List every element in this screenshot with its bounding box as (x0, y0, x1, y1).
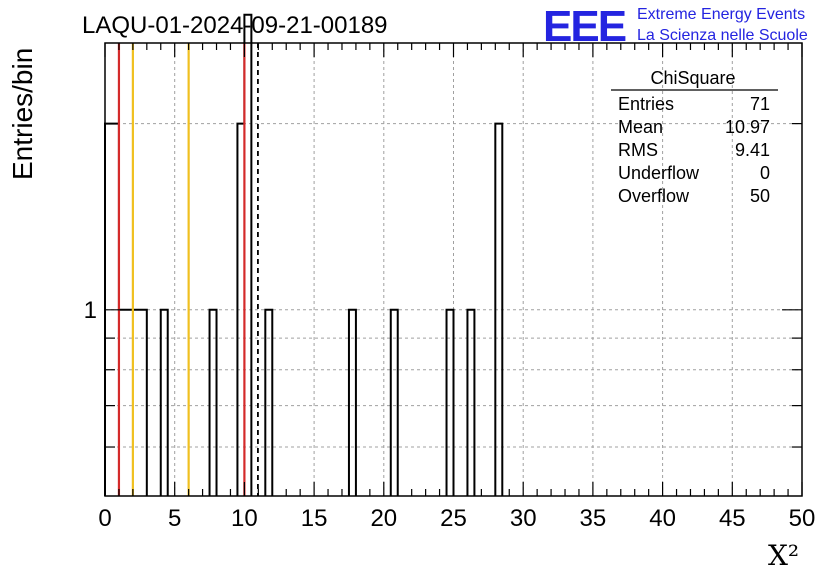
reference-lines (117, 43, 259, 496)
x-tick-label: 30 (510, 505, 537, 532)
x-tick-label: 40 (649, 505, 676, 532)
stats-box-title: ChiSquare (650, 68, 735, 88)
histogram-outline (104, 13, 504, 496)
x-tick-label: 25 (440, 505, 467, 532)
x-axis-label: X² (768, 539, 799, 572)
y-axis-label: Entries/bin (7, 48, 38, 180)
stats-label-rms: RMS (618, 140, 658, 160)
stats-value-entries: 71 (750, 94, 770, 114)
eee-logo: EEE Extreme Energy Events La Scienza nel… (543, 2, 808, 51)
stats-value-overflow: 50 (750, 186, 770, 206)
x-tick-label: 50 (789, 505, 816, 532)
stats-box: ChiSquare Entries 71 Mean 10.97 RMS 9.41… (611, 68, 778, 206)
stats-label-mean: Mean (618, 117, 663, 137)
stats-label-entries: Entries (618, 94, 674, 114)
stats-value-underflow: 0 (760, 163, 770, 183)
x-tick-label: 35 (580, 505, 607, 532)
stats-label-overflow: Overflow (618, 186, 690, 206)
chart-title: LAQU-01-2024-09-21-00189 (82, 12, 388, 39)
stats-value-rms: 9.41 (735, 140, 770, 160)
x-tick-label: 0 (98, 505, 111, 532)
y-tick-label: 1 (84, 297, 97, 324)
x-tick-label: 5 (168, 505, 181, 532)
x-tick-label: 15 (301, 505, 328, 532)
logo-line-1: Extreme Energy Events (637, 6, 805, 23)
axis-ticks: 0 5 10 15 20 25 30 35 40 45 50 1 (84, 43, 816, 532)
stats-value-mean: 10.97 (725, 117, 770, 137)
histogram-bars (104, 13, 504, 496)
x-tick-label: 10 (231, 505, 258, 532)
logo-line-2: La Scienza nelle Scuole (637, 27, 808, 44)
x-tick-label: 45 (719, 505, 746, 532)
x-tick-label: 20 (370, 505, 397, 532)
stats-label-underflow: Underflow (618, 163, 700, 183)
